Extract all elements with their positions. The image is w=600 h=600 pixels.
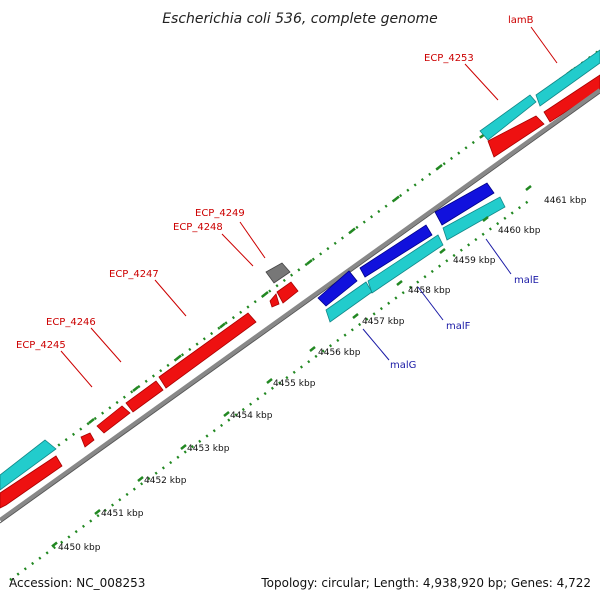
label-malf[interactable]: malF <box>446 321 471 332</box>
red-gene-left-edge <box>0 455 63 509</box>
forward-gene-track <box>0 74 600 509</box>
cyan-feature-lamb <box>535 49 600 107</box>
gene-ecp4248 <box>269 293 280 308</box>
label-lamb[interactable]: lamB <box>508 15 534 26</box>
label-male[interactable]: malE <box>514 275 539 286</box>
gene-malf-blue <box>359 224 433 278</box>
cyan-feature-left-upper <box>0 439 57 491</box>
gene-ecp4246-a <box>96 405 131 434</box>
tick-label-4451: 4451 kbp <box>101 509 144 519</box>
cyan-feature-ecp4253 <box>479 94 537 141</box>
gene-ecp4247 <box>158 312 257 389</box>
map-title: Escherichia coli 536, complete genome <box>162 11 438 27</box>
tick-label-4461: 4461 kbp <box>544 196 587 206</box>
label-ecp4247[interactable]: ECP_4247 <box>109 269 159 280</box>
backbone <box>0 88 600 524</box>
gene-malg-blue <box>317 270 358 307</box>
tick-label-4460: 4460 kbp <box>498 226 541 236</box>
gray-feature-ecp4249 <box>265 262 291 284</box>
gene-ecp4253-red <box>487 115 545 158</box>
gene-labels: ECP_4245 ECP_4246 ECP_4247 ECP_4248 ECP_… <box>16 15 539 371</box>
tick-label-4459: 4459 kbp <box>453 256 496 266</box>
tick-label-4457: 4457 kbp <box>362 317 405 327</box>
tick-label-4456: 4456 kbp <box>318 348 361 358</box>
tick-label-4452: 4452 kbp <box>144 476 187 486</box>
lower-cyan-track <box>325 196 506 323</box>
label-malg[interactable]: malG <box>390 360 416 371</box>
label-ecp4248[interactable]: ECP_4248 <box>173 222 223 233</box>
gene-ecp4245 <box>80 432 95 448</box>
inner-tick-track: 4450 kbp 4451 kbp 4452 kbp 4453 kbp 4454… <box>9 185 587 582</box>
label-ecp4253[interactable]: ECP_4253 <box>424 53 474 64</box>
label-ecp4246[interactable]: ECP_4246 <box>46 317 96 328</box>
upper-cyan-track <box>0 49 600 491</box>
tick-label-4450: 4450 kbp <box>58 543 101 553</box>
label-ecp4249[interactable]: ECP_4249 <box>195 208 245 219</box>
label-leaders <box>60 26 558 388</box>
cyan-feature-male <box>442 196 506 241</box>
accession-text: Accession: NC_008253 <box>9 576 145 590</box>
tick-label-4454: 4454 kbp <box>230 411 273 421</box>
tick-label-4455: 4455 kbp <box>273 379 316 389</box>
gene-ecp4249-red <box>276 281 299 304</box>
gene-ecp4246-b <box>125 380 164 413</box>
tick-label-4453: 4453 kbp <box>187 444 230 454</box>
summary-text: Topology: circular; Length: 4,938,920 bp… <box>260 576 591 590</box>
reverse-gene-track <box>317 182 495 307</box>
tick-label-4458: 4458 kbp <box>408 286 451 296</box>
gene-male-blue <box>434 182 495 226</box>
cyan-feature-malf <box>367 234 444 294</box>
label-ecp4245[interactable]: ECP_4245 <box>16 340 66 351</box>
gene-lamb-red <box>543 74 600 123</box>
